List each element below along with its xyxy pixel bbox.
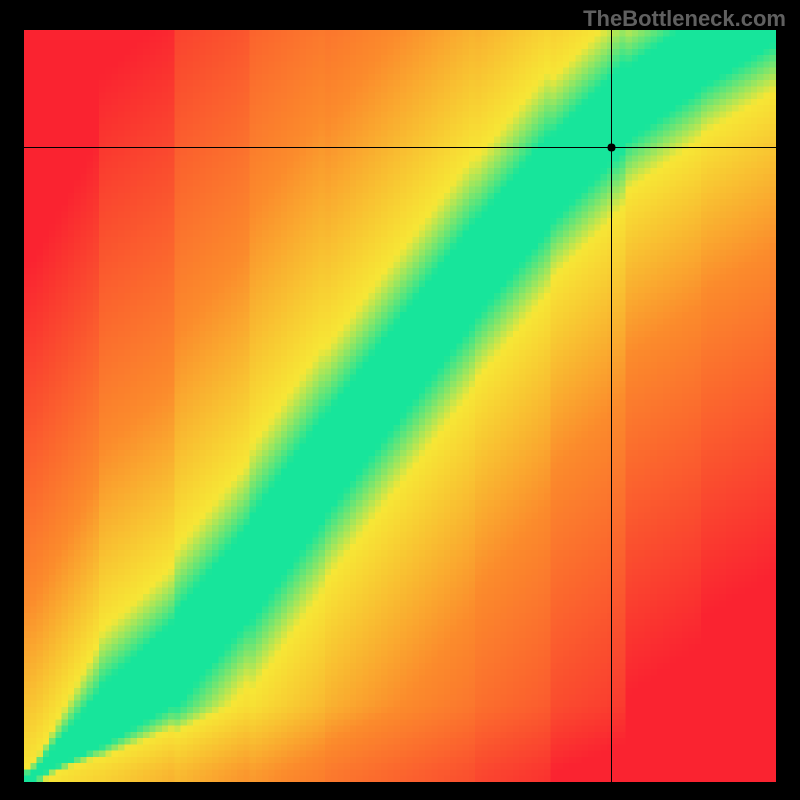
- chart-container: TheBottleneck.com: [0, 0, 800, 800]
- watermark-text: TheBottleneck.com: [583, 6, 786, 32]
- crosshair-overlay: [24, 30, 776, 782]
